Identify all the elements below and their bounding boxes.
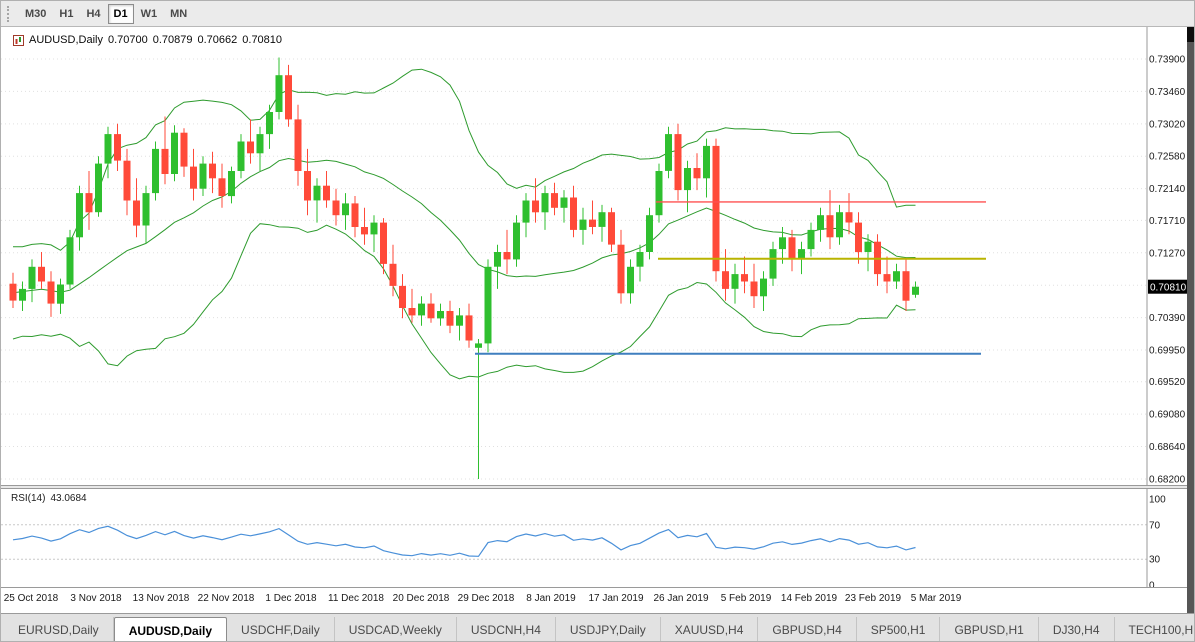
date-axis-label: 20 Dec 2018	[392, 593, 450, 604]
price-axis-labels: 0.73900 0.73460 0.73020 0.72580 0.72140 0.717…	[1149, 54, 1186, 485]
timeframe-button-h1[interactable]: H1	[53, 4, 79, 24]
chart-tabbar: EURUSD,Daily AUDUSD,Daily USDCHF,Daily USDC…	[1, 613, 1195, 641]
price-axis-label: 0.73460	[1149, 87, 1186, 98]
date-axis-label: 11 Dec 2018	[328, 593, 384, 604]
ohlc-open: 0.70700	[107, 34, 148, 46]
rsi-panel[interactable]: 100 70 30 0	[1, 489, 1195, 587]
ohlc-close: 0.70810	[242, 34, 283, 46]
price-grid	[1, 58, 1147, 480]
chart-window-icon	[13, 34, 24, 46]
chart-tab-tech100-h1[interactable]: TECH100,H1	[1115, 617, 1195, 641]
chart-tab-xauusd-h4[interactable]: XAUUSD,H4	[661, 617, 759, 641]
date-axis-label: 3 Nov 2018	[70, 593, 122, 604]
date-axis-label: 5 Mar 2019	[910, 593, 962, 604]
ohlc-low: 0.70662	[197, 34, 238, 46]
panel-divider[interactable]	[1, 485, 1194, 489]
current-price-badge: 0.70810	[1148, 279, 1189, 294]
price-axis-label: 0.68200	[1149, 474, 1186, 485]
candles-layer	[9, 57, 919, 479]
date-axis[interactable]: 25 Oct 2018 3 Nov 2018 13 Nov 2018 22 Nov 2…	[1, 587, 1194, 613]
rsi-line	[12, 525, 916, 557]
rsi-value: 43.0684	[50, 493, 87, 504]
price-axis-label: 0.73900	[1149, 54, 1186, 65]
chart-tab-sp500-h1[interactable]: SP500,H1	[857, 617, 941, 641]
price-axis-label: 0.72580	[1149, 152, 1186, 163]
price-axis-label: 0.70390	[1149, 313, 1186, 324]
date-axis-label: 25 Oct 2018	[3, 593, 59, 604]
chart-tab-dj30-h4[interactable]: DJ30,H4	[1039, 617, 1115, 641]
toolbar-grip[interactable]	[7, 5, 12, 22]
rsi-axis-label: 100	[1149, 495, 1166, 506]
chart-tab-usdcad-weekly[interactable]: USDCAD,Weekly	[335, 617, 457, 641]
rsi-axis-label: 70	[1149, 520, 1161, 531]
date-axis-label: 22 Nov 2018	[197, 593, 255, 604]
date-axis-label: 17 Jan 2019	[588, 593, 644, 604]
chart-tab-audusd-daily[interactable]: AUDUSD,Daily	[113, 617, 228, 641]
price-axis-label: 0.73020	[1149, 119, 1186, 130]
chart-tab-gbpusd-h1[interactable]: GBPUSD,H1	[940, 617, 1039, 641]
rsi-axis-labels: 100 70 30 0	[1149, 495, 1166, 588]
chart-title: AUDUSD,Daily 0.70700 0.70879 0.70662 0.7…	[13, 34, 282, 46]
timeframe-button-h4[interactable]: H4	[80, 4, 106, 24]
rsi-indicator-label: RSI(14) 43.0684	[11, 493, 87, 504]
date-axis-label: 1 Dec 2018	[265, 593, 317, 604]
price-axis-label: 0.71710	[1149, 216, 1186, 227]
price-axis-label: 0.69520	[1149, 377, 1186, 388]
timeframe-button-w1[interactable]: W1	[135, 4, 164, 24]
chart-tab-gbpusd-h4[interactable]: GBPUSD,H4	[758, 617, 857, 641]
rsi-axis-label: 30	[1149, 555, 1161, 566]
chart-tab-usdchf-daily[interactable]: USDCHF,Daily	[227, 617, 335, 641]
price-chart[interactable]: 0.73900 0.73460 0.73020 0.72580 0.72140 0.717…	[1, 27, 1195, 485]
vertical-scrollbar[interactable]	[1187, 27, 1194, 613]
price-axis-label: 0.71270	[1149, 248, 1186, 259]
date-axis-label: 8 Jan 2019	[526, 593, 576, 604]
date-axis-label: 23 Feb 2019	[844, 593, 902, 604]
price-axis-label: 0.69950	[1149, 346, 1186, 357]
scrollbar-thumb[interactable]	[1187, 27, 1194, 42]
timeframe-button-group: M30 H1 H4 D1 W1 MN	[19, 3, 193, 24]
timeframe-button-m30[interactable]: M30	[19, 4, 52, 24]
date-axis-label: 26 Jan 2019	[653, 593, 709, 604]
price-axis-label: 0.68640	[1149, 442, 1186, 453]
date-axis-label: 14 Feb 2019	[780, 593, 838, 604]
ohlc-high: 0.70879	[152, 34, 193, 46]
chart-symbol-label: AUDUSD,Daily	[29, 34, 103, 46]
date-axis-label: 13 Nov 2018	[132, 593, 190, 604]
timeframe-button-mn[interactable]: MN	[164, 4, 193, 24]
date-axis-label: 29 Dec 2018	[457, 593, 515, 604]
timeframe-button-d1[interactable]: D1	[107, 3, 134, 24]
date-axis-label: 5 Feb 2019	[720, 593, 772, 604]
rsi-levels	[1, 524, 1147, 560]
trendlines-layer	[475, 201, 986, 355]
timeframe-toolbar: M30 H1 H4 D1 W1 MN	[1, 1, 1194, 27]
rsi-name: RSI(14)	[11, 493, 46, 504]
chart-tab-usdcnh-h4[interactable]: USDCNH,H4	[457, 617, 556, 641]
price-axis-label: 0.69080	[1149, 410, 1186, 421]
chart-tab-usdjpy-daily[interactable]: USDJPY,Daily	[556, 617, 661, 641]
rsi-axis-label: 0	[1149, 581, 1155, 588]
chart-tab-eurusd-daily[interactable]: EURUSD,Daily	[4, 617, 114, 641]
price-axis-label: 0.72140	[1149, 184, 1186, 195]
bollinger-bands	[12, 68, 916, 380]
svg-text:0.70810: 0.70810	[1150, 283, 1187, 294]
